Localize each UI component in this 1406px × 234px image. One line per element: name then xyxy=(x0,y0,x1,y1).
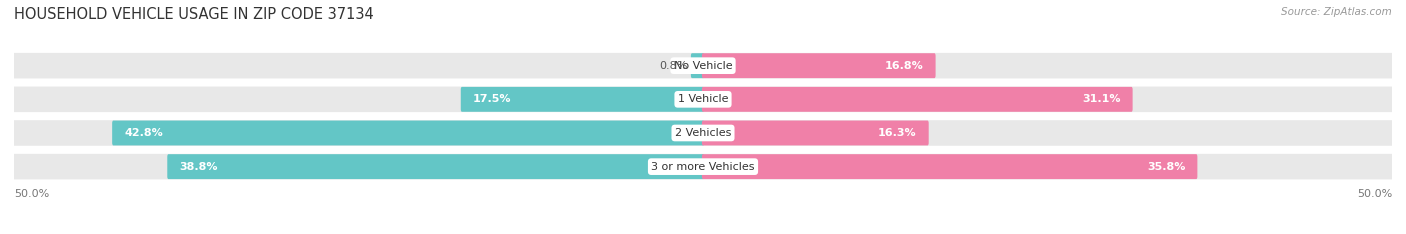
Text: 0.8%: 0.8% xyxy=(659,61,688,71)
FancyBboxPatch shape xyxy=(690,53,704,78)
Text: 1 Vehicle: 1 Vehicle xyxy=(678,94,728,104)
Text: 42.8%: 42.8% xyxy=(124,128,163,138)
FancyBboxPatch shape xyxy=(14,154,1392,179)
Text: 35.8%: 35.8% xyxy=(1147,162,1185,172)
Text: HOUSEHOLD VEHICLE USAGE IN ZIP CODE 37134: HOUSEHOLD VEHICLE USAGE IN ZIP CODE 3713… xyxy=(14,7,374,22)
FancyBboxPatch shape xyxy=(167,154,704,179)
FancyBboxPatch shape xyxy=(112,121,704,146)
Legend: Owner-occupied, Renter-occupied: Owner-occupied, Renter-occupied xyxy=(586,230,820,234)
Text: 16.3%: 16.3% xyxy=(877,128,917,138)
FancyBboxPatch shape xyxy=(702,53,935,78)
Text: 31.1%: 31.1% xyxy=(1083,94,1121,104)
FancyBboxPatch shape xyxy=(702,154,1198,179)
FancyBboxPatch shape xyxy=(14,87,1392,112)
Text: 2 Vehicles: 2 Vehicles xyxy=(675,128,731,138)
Text: 50.0%: 50.0% xyxy=(14,189,49,198)
FancyBboxPatch shape xyxy=(461,87,704,112)
FancyBboxPatch shape xyxy=(702,121,929,146)
FancyBboxPatch shape xyxy=(14,120,1392,146)
FancyBboxPatch shape xyxy=(702,87,1133,112)
Text: Source: ZipAtlas.com: Source: ZipAtlas.com xyxy=(1281,7,1392,17)
FancyBboxPatch shape xyxy=(14,53,1392,78)
Text: 17.5%: 17.5% xyxy=(472,94,512,104)
Text: No Vehicle: No Vehicle xyxy=(673,61,733,71)
Text: 38.8%: 38.8% xyxy=(180,162,218,172)
Text: 16.8%: 16.8% xyxy=(884,61,924,71)
Text: 3 or more Vehicles: 3 or more Vehicles xyxy=(651,162,755,172)
Text: 50.0%: 50.0% xyxy=(1357,189,1392,198)
